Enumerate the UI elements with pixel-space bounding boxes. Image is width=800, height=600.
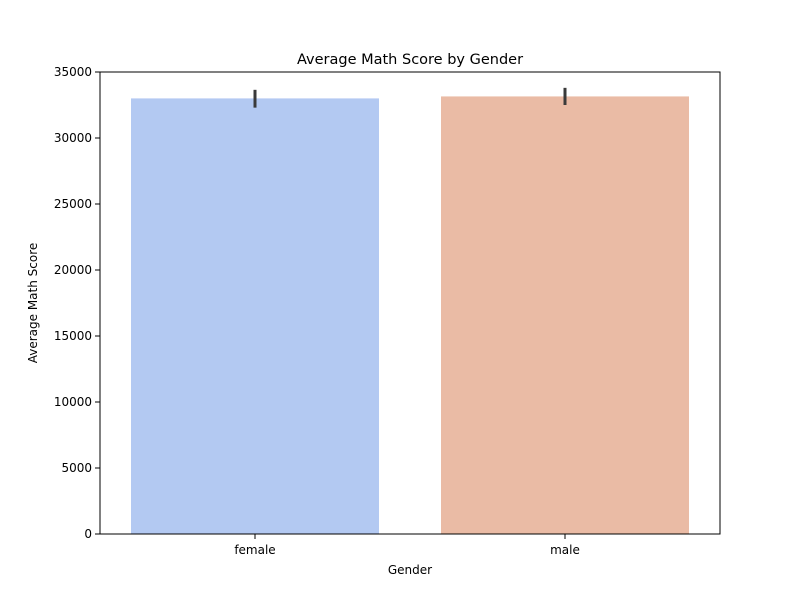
x-axis-label: Gender xyxy=(388,563,432,577)
y-tick-label-25000: 25000 xyxy=(54,197,92,211)
chart-title: Average Math Score by Gender xyxy=(297,52,523,68)
bar-female xyxy=(131,98,379,535)
y-axis-label: Average Math Score xyxy=(26,243,40,364)
y-tick-label-20000: 20000 xyxy=(54,263,92,277)
y-tick-label-15000: 15000 xyxy=(54,329,92,343)
y-tick-label-30000: 30000 xyxy=(54,131,92,145)
y-tick-label-0: 0 xyxy=(84,527,92,541)
bar-male xyxy=(441,96,689,535)
plot-frame xyxy=(99,71,721,535)
x-tick-label-male: male xyxy=(550,543,580,557)
x-tick-label-female: female xyxy=(234,543,275,557)
plot-area xyxy=(131,87,689,535)
y-tick-label-10000: 10000 xyxy=(54,395,92,409)
y-tick-label-5000: 5000 xyxy=(61,461,92,475)
y-tick-label-35000: 35000 xyxy=(54,65,92,79)
